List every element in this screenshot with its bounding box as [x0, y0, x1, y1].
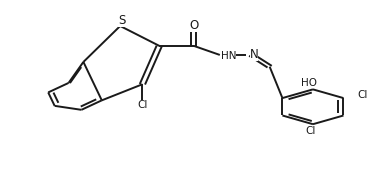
- Text: O: O: [189, 19, 198, 32]
- Text: S: S: [119, 14, 126, 27]
- Text: HO: HO: [301, 78, 317, 88]
- Text: N: N: [250, 48, 259, 61]
- Text: Cl: Cl: [357, 90, 367, 100]
- Text: HN: HN: [221, 51, 237, 61]
- Text: Cl: Cl: [306, 126, 316, 136]
- Text: Cl: Cl: [137, 99, 147, 109]
